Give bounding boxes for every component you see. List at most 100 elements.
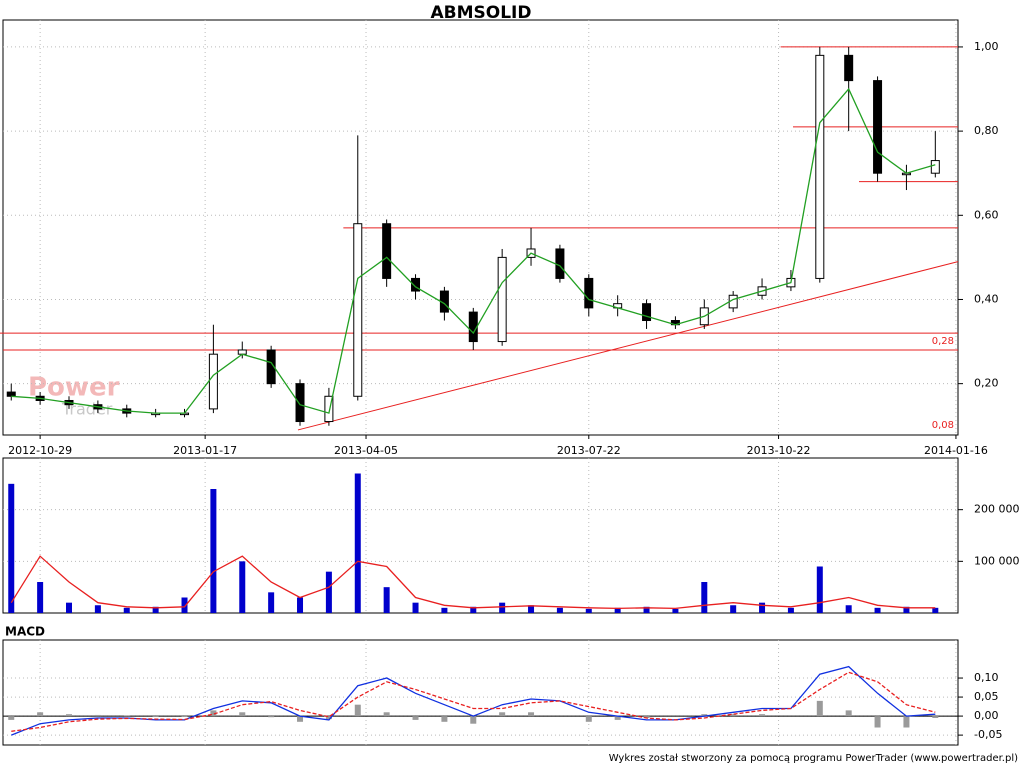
candle-body bbox=[555, 248, 565, 279]
histogram-bar bbox=[499, 712, 506, 717]
histogram-bar bbox=[614, 716, 621, 720]
bar bbox=[643, 606, 650, 613]
bar bbox=[614, 607, 621, 613]
bar bbox=[932, 607, 939, 613]
bar bbox=[787, 607, 794, 613]
y-tick-label: 0,00 bbox=[974, 709, 999, 722]
x-tick-label: 2014-01-16 bbox=[924, 444, 988, 457]
bar bbox=[325, 571, 332, 613]
histogram-bar bbox=[528, 712, 535, 717]
histogram-bar bbox=[94, 714, 101, 717]
bar bbox=[181, 597, 188, 613]
histogram-bar bbox=[730, 714, 737, 717]
bar bbox=[210, 489, 217, 613]
candle-body bbox=[468, 311, 478, 343]
x-tick-label: 2013-04-05 bbox=[334, 444, 398, 457]
bar bbox=[123, 607, 130, 613]
histogram-bar bbox=[239, 712, 246, 717]
y-tick-label: 0,20 bbox=[974, 377, 999, 390]
bar bbox=[556, 607, 563, 613]
y-tick-label: 0,60 bbox=[974, 208, 999, 221]
bar bbox=[412, 602, 419, 613]
histogram-bar bbox=[66, 714, 73, 717]
candle-body bbox=[353, 223, 363, 397]
histogram-bar bbox=[441, 716, 448, 722]
histogram-bar bbox=[210, 710, 217, 717]
bar bbox=[268, 592, 275, 613]
bar bbox=[672, 608, 679, 613]
bar bbox=[297, 597, 304, 613]
plot-frame bbox=[2, 457, 959, 614]
x-tick-label: 2012-10-29 bbox=[8, 444, 72, 457]
candle-body bbox=[295, 383, 305, 423]
bar bbox=[239, 561, 246, 613]
bar bbox=[354, 473, 361, 613]
histogram-bar bbox=[845, 710, 852, 717]
y-tick-label: 0,10 bbox=[974, 671, 999, 684]
histogram-bar bbox=[325, 716, 332, 720]
histogram-bar bbox=[383, 712, 390, 717]
price-label: 0,08 bbox=[932, 420, 954, 431]
histogram-bar bbox=[759, 714, 766, 717]
candle-body bbox=[411, 277, 421, 292]
candle-body bbox=[6, 391, 16, 397]
histogram-bar bbox=[268, 716, 275, 718]
chart-title: ABMSOLID bbox=[431, 3, 532, 23]
bar bbox=[759, 602, 766, 613]
y-tick-label: 200 000 bbox=[974, 503, 1020, 516]
bar bbox=[816, 566, 823, 613]
histogram-bar bbox=[412, 716, 419, 720]
x-tick-label: 2013-07-22 bbox=[557, 444, 621, 457]
candle-body bbox=[815, 54, 825, 279]
histogram-bar bbox=[470, 716, 477, 724]
y-tick-label: 1,00 bbox=[974, 40, 999, 53]
candle-body bbox=[930, 160, 940, 174]
y-tick-label: -0,05 bbox=[974, 728, 1002, 741]
histogram-bar bbox=[152, 716, 159, 717]
bar bbox=[701, 582, 708, 613]
bar bbox=[499, 602, 506, 613]
y-tick-label: 100 000 bbox=[974, 554, 1020, 567]
histogram-bar bbox=[8, 716, 15, 720]
y-tick-label: 0,40 bbox=[974, 292, 999, 305]
price-label: 0,28 bbox=[932, 336, 954, 347]
histogram-bar bbox=[816, 700, 823, 717]
candle-body bbox=[497, 256, 507, 343]
histogram-bar bbox=[932, 716, 939, 718]
bar bbox=[903, 606, 910, 613]
candle-body bbox=[873, 80, 883, 174]
candle-body bbox=[382, 223, 392, 279]
y-tick-label: 0,80 bbox=[974, 124, 999, 137]
y-tick-label: 0,05 bbox=[974, 690, 999, 703]
bar bbox=[383, 587, 390, 613]
line bbox=[10, 555, 936, 610]
bar bbox=[441, 607, 448, 613]
candle-body bbox=[208, 353, 218, 410]
bar bbox=[470, 606, 477, 613]
candle-body bbox=[844, 54, 854, 82]
plot-frame bbox=[2, 639, 959, 746]
histogram-bar bbox=[701, 714, 708, 717]
histogram-bar bbox=[585, 716, 592, 722]
x-tick-label: 2013-01-17 bbox=[173, 444, 237, 457]
bar bbox=[528, 605, 535, 613]
bar bbox=[8, 483, 15, 613]
candle-body bbox=[266, 349, 276, 385]
histogram-bar bbox=[643, 716, 650, 718]
candle-body bbox=[584, 277, 594, 309]
line bbox=[11, 671, 936, 732]
x-tick-label: 2013-10-22 bbox=[747, 444, 811, 457]
line bbox=[11, 87, 936, 414]
bar bbox=[66, 602, 73, 613]
panel-title: MACD bbox=[5, 625, 45, 639]
bar bbox=[585, 608, 592, 613]
candle-body bbox=[642, 303, 652, 322]
candle-body bbox=[324, 395, 334, 423]
histogram-bar bbox=[37, 712, 44, 717]
footer: Wykres został stworzony za pomocą progra… bbox=[609, 753, 1018, 764]
bar bbox=[152, 606, 159, 613]
histogram-bar bbox=[874, 716, 881, 728]
histogram-bar bbox=[354, 704, 361, 717]
